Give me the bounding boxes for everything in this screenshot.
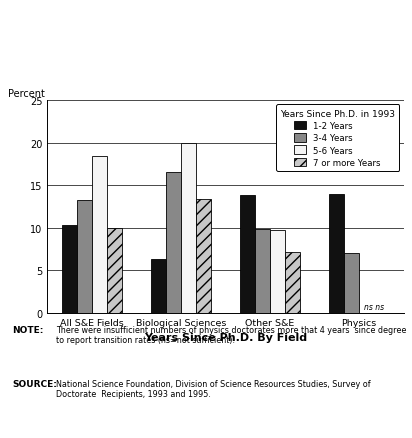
- Text: National Science Foundation, Division of Science Resources Studies, Survey of
Do: National Science Foundation, Division of…: [56, 379, 370, 398]
- Bar: [181, 143, 196, 313]
- X-axis label: Years Since Ph.D. By Field: Years Since Ph.D. By Field: [144, 332, 307, 343]
- Bar: [196, 199, 211, 313]
- Bar: [344, 254, 359, 313]
- Text: There were insufficient numbers of physics doctorates more that 4 years  since d: There were insufficient numbers of physi…: [56, 325, 406, 344]
- Bar: [285, 253, 300, 313]
- Legend: 1-2 Years, 3-4 Years, 5-6 Years, 7 or more Years: 1-2 Years, 3-4 Years, 5-6 Years, 7 or mo…: [276, 105, 400, 172]
- Bar: [62, 226, 77, 313]
- Bar: [107, 228, 122, 313]
- Text: Figure 1.  Percent of 1993 postdocs in
tenure track positions in 1995: by years
: Figure 1. Percent of 1993 postdocs in te…: [81, 24, 331, 63]
- Bar: [329, 194, 344, 313]
- Bar: [240, 196, 255, 313]
- Bar: [92, 157, 107, 313]
- Bar: [166, 173, 181, 313]
- Bar: [255, 230, 270, 313]
- Bar: [151, 260, 166, 313]
- Bar: [270, 231, 285, 313]
- Text: NOTE:: NOTE:: [12, 325, 44, 334]
- Bar: [77, 200, 92, 313]
- Text: Percent: Percent: [8, 88, 45, 99]
- Text: SOURCE:: SOURCE:: [12, 379, 57, 388]
- Text: ns ns: ns ns: [364, 302, 384, 311]
